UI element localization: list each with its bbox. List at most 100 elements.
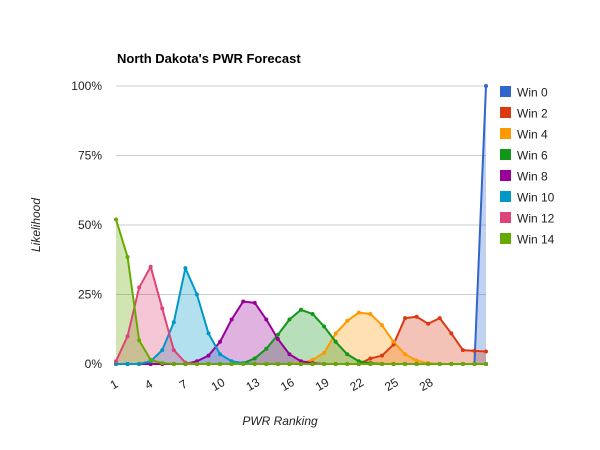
point-win-2	[391, 342, 396, 347]
legend-swatch-win-0	[500, 86, 511, 97]
point-win-12	[148, 264, 153, 269]
legend-swatch-win-10	[500, 191, 511, 202]
point-win-14	[183, 362, 188, 366]
area-win-2	[116, 316, 486, 364]
point-win-14	[229, 362, 234, 366]
point-win-2	[379, 353, 384, 358]
point-win-10	[137, 362, 142, 366]
point-win-6	[299, 307, 303, 312]
point-win-14	[264, 362, 269, 366]
legend-label-win-10: Win 10	[517, 191, 555, 205]
point-win-8	[264, 317, 269, 322]
point-win-0	[484, 84, 488, 88]
legend-label-win-2: Win 2	[517, 107, 548, 121]
legend: Win 0 Win 2 Win 4 Win 6 Win 8 Win 10 Win 12 Win…	[500, 86, 555, 247]
point-win-14	[460, 362, 465, 366]
point-win-10	[171, 320, 176, 325]
point-win-10	[183, 266, 188, 271]
point-win-10	[229, 359, 234, 364]
point-win-14	[414, 362, 419, 366]
point-win-14	[206, 362, 211, 366]
point-win-10	[160, 348, 165, 353]
y-axis-title: Likelihood	[29, 198, 43, 252]
point-win-8	[194, 359, 199, 364]
point-win-4	[322, 350, 327, 355]
point-win-14	[472, 362, 477, 366]
point-win-4	[345, 318, 350, 323]
point-win-14	[218, 362, 223, 366]
point-win-10	[218, 352, 223, 357]
point-win-6	[252, 356, 257, 361]
y-tick-label: 25%	[78, 288, 102, 302]
y-axis-ticks: 0% 25% 50% 75% 100%	[71, 79, 102, 371]
point-win-8	[275, 336, 280, 341]
point-win-10	[194, 292, 199, 297]
x-tick-label: 16	[278, 375, 297, 394]
legend-swatch-win-14	[500, 233, 511, 244]
x-axis-ticks: 1 4 7 10 13 16 19 22 25 28	[108, 375, 436, 394]
legend-label-win-14: Win 14	[517, 233, 555, 247]
point-win-14	[287, 362, 292, 366]
point-win-8	[252, 300, 257, 305]
point-win-14	[160, 361, 165, 366]
point-win-14	[333, 362, 338, 366]
point-win-2	[426, 321, 431, 326]
area-win-4	[116, 312, 486, 364]
point-win-14	[437, 362, 442, 366]
point-win-8	[299, 359, 303, 364]
legend-label-win-0: Win 0	[517, 86, 548, 100]
point-win-2	[414, 314, 419, 319]
point-win-6	[275, 332, 280, 337]
point-win-6	[345, 352, 350, 357]
point-win-14	[368, 362, 373, 366]
point-win-14	[322, 362, 327, 366]
point-win-4	[333, 331, 338, 336]
series-points	[114, 84, 488, 366]
point-win-8	[218, 339, 223, 344]
point-win-14	[275, 362, 280, 366]
point-win-14	[137, 338, 142, 343]
point-win-2	[472, 348, 477, 353]
chart-title: North Dakota's PWR Forecast	[117, 51, 301, 66]
point-win-8	[206, 353, 211, 358]
point-win-2	[437, 316, 442, 321]
legend-swatch-win-6	[500, 149, 511, 160]
point-win-2	[484, 349, 488, 354]
point-win-2	[460, 348, 465, 353]
point-win-14	[148, 357, 153, 362]
x-tick-label: 4	[142, 377, 155, 393]
y-tick-label: 100%	[71, 79, 102, 93]
point-win-8	[287, 352, 292, 357]
point-win-12	[125, 334, 130, 339]
point-win-10	[114, 362, 118, 366]
legend-label-win-6: Win 6	[517, 149, 548, 163]
point-win-14	[426, 362, 431, 366]
x-tick-label: 22	[348, 375, 367, 394]
point-win-12	[171, 348, 176, 353]
area-win-10	[116, 268, 486, 364]
point-win-14	[345, 362, 350, 366]
point-win-14	[241, 362, 246, 366]
point-win-6	[322, 324, 327, 329]
point-win-8	[229, 317, 234, 322]
x-tick-label: 7	[177, 377, 190, 393]
point-win-10	[125, 362, 130, 366]
point-win-14	[403, 362, 408, 366]
point-win-12	[137, 285, 142, 290]
point-win-4	[379, 323, 384, 328]
x-tick-label: 25	[382, 375, 401, 394]
point-win-4	[310, 357, 315, 362]
point-win-6	[310, 311, 315, 316]
point-win-12	[114, 359, 118, 364]
point-win-2	[449, 331, 454, 336]
legend-swatch-win-2	[500, 107, 511, 118]
point-win-14	[252, 362, 257, 366]
x-tick-label: 10	[209, 375, 228, 394]
point-win-6	[264, 346, 269, 351]
point-win-14	[356, 362, 361, 366]
legend-label-win-8: Win 8	[517, 170, 548, 184]
legend-label-win-12: Win 12	[517, 212, 555, 226]
point-win-14	[379, 362, 384, 366]
point-win-6	[356, 359, 361, 364]
